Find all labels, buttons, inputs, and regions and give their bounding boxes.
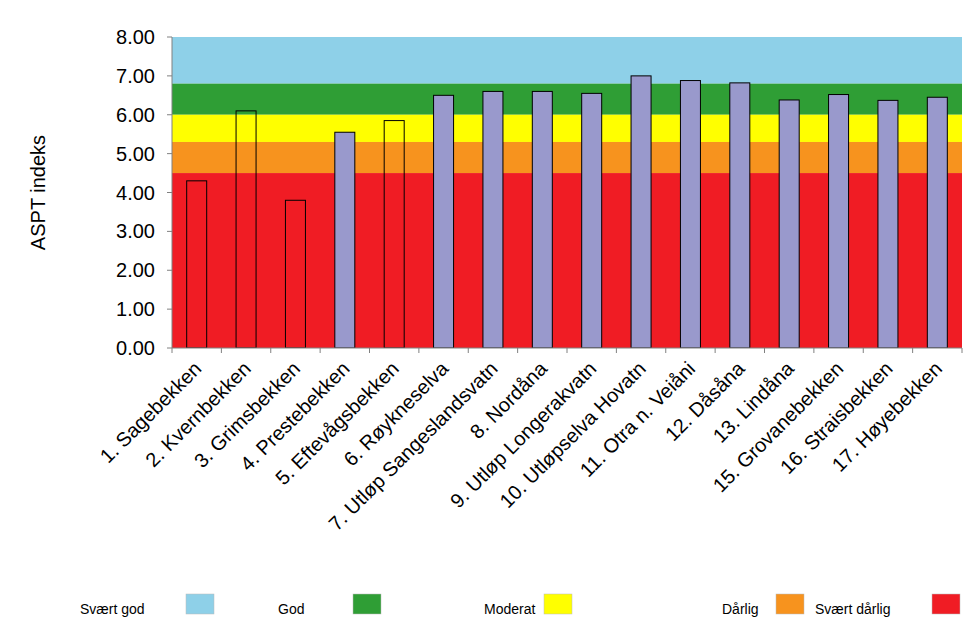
legend-swatch [186,594,214,614]
y-tick [167,114,172,115]
x-tick [270,348,271,353]
y-tick-label: 8.00 [116,26,155,48]
x-tick [912,348,913,353]
bar [434,95,454,348]
y-tick-label: 4.00 [116,182,155,204]
legend-label: God [278,601,304,617]
y-tick [167,75,172,76]
y-tick [167,37,172,38]
bar [236,111,256,348]
legend-label: Moderat [484,601,535,617]
bar [730,83,750,348]
legend: Svært god God Moderat Dårlig Svært dårlig [80,594,960,617]
bar [631,76,651,348]
y-tick-label: 7.00 [116,65,155,87]
legend-label: Svært god [80,601,145,617]
y-tick-label: 0.00 [116,337,155,359]
bar [187,181,207,348]
bands [172,37,962,348]
x-tick-label: 17. Høyebekken [828,357,947,476]
bar [582,93,602,348]
x-tick [172,348,173,353]
legend-swatch [776,594,804,614]
bar [335,132,355,348]
x-tick [418,348,419,353]
y-tick [167,270,172,271]
x-tick [320,348,321,353]
legend-swatch [353,594,381,614]
legend-swatch [544,594,572,614]
y-axis-label: ASPT indeks [27,135,49,250]
bar [779,100,799,348]
bar [384,121,404,348]
x-tick [813,348,814,353]
y-tick [167,309,172,310]
y-tick-label: 3.00 [116,220,155,242]
bar [927,97,947,348]
legend-label: Dårlig [722,601,759,617]
bar [878,100,898,348]
bar [829,95,849,348]
x-tick [369,348,370,353]
bar [680,81,700,348]
x-tick [221,348,222,353]
y-tick [167,348,172,349]
x-tick [517,348,518,353]
y-tick [167,231,172,232]
bar [285,200,305,348]
x-tick [616,348,617,353]
x-tick [665,348,666,353]
x-tick [863,348,864,353]
legend-swatch [932,594,960,614]
y-tick-label: 1.00 [116,298,155,320]
y-tick [167,192,172,193]
x-tick [468,348,469,353]
bar [483,91,503,348]
x-tick [764,348,765,353]
legend-label: Svært dårlig [815,601,890,617]
y-tick-label: 5.00 [116,143,155,165]
band [172,37,962,84]
bars [187,76,948,348]
x-tick [715,348,716,353]
y-tick-label: 2.00 [116,259,155,281]
x-tick [567,348,568,353]
y-tick-label: 6.00 [116,104,155,126]
x-tick [962,348,963,353]
chart: 0.001.002.003.004.005.006.007.008.001. S… [0,0,978,621]
y-tick [167,153,172,154]
bar [532,91,552,348]
x-tick-label: 7. Utløp Sangeslandsvatn [324,357,502,535]
